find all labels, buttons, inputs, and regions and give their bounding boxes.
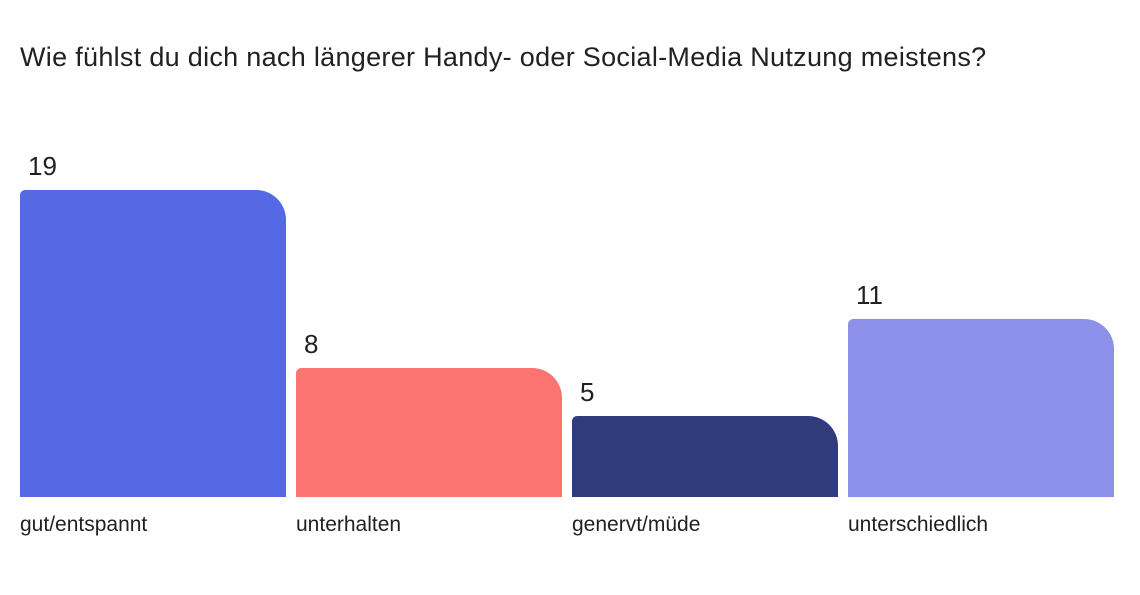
category-label: unterhalten — [296, 512, 402, 536]
bar-column: 11 unterschiedlich — [848, 280, 1114, 538]
bar — [296, 367, 562, 497]
bar-value-label: 19 — [28, 150, 57, 181]
bar-value-label: 8 — [304, 328, 319, 359]
chart-title: Wie fühlst du dich nach längerer Handy- … — [20, 42, 987, 72]
bar — [20, 189, 286, 497]
bar — [572, 415, 838, 497]
bar-column: 5 genervt/müde — [572, 377, 838, 538]
category-label: genervt/müde — [572, 512, 701, 536]
bar — [848, 318, 1114, 497]
category-label: unterschiedlich — [848, 512, 989, 536]
bar-value-label: 11 — [856, 279, 883, 310]
bar-column: 8 unterhalten — [296, 329, 562, 538]
bar-value-label: 5 — [580, 376, 595, 407]
bar-chart: 19 gut/entspannt 8 unterhalten 5 genervt/müde… — [20, 151, 1114, 538]
bar-column: 19 gut/entspannt — [20, 151, 286, 538]
category-label: gut/entspannt — [20, 512, 148, 536]
